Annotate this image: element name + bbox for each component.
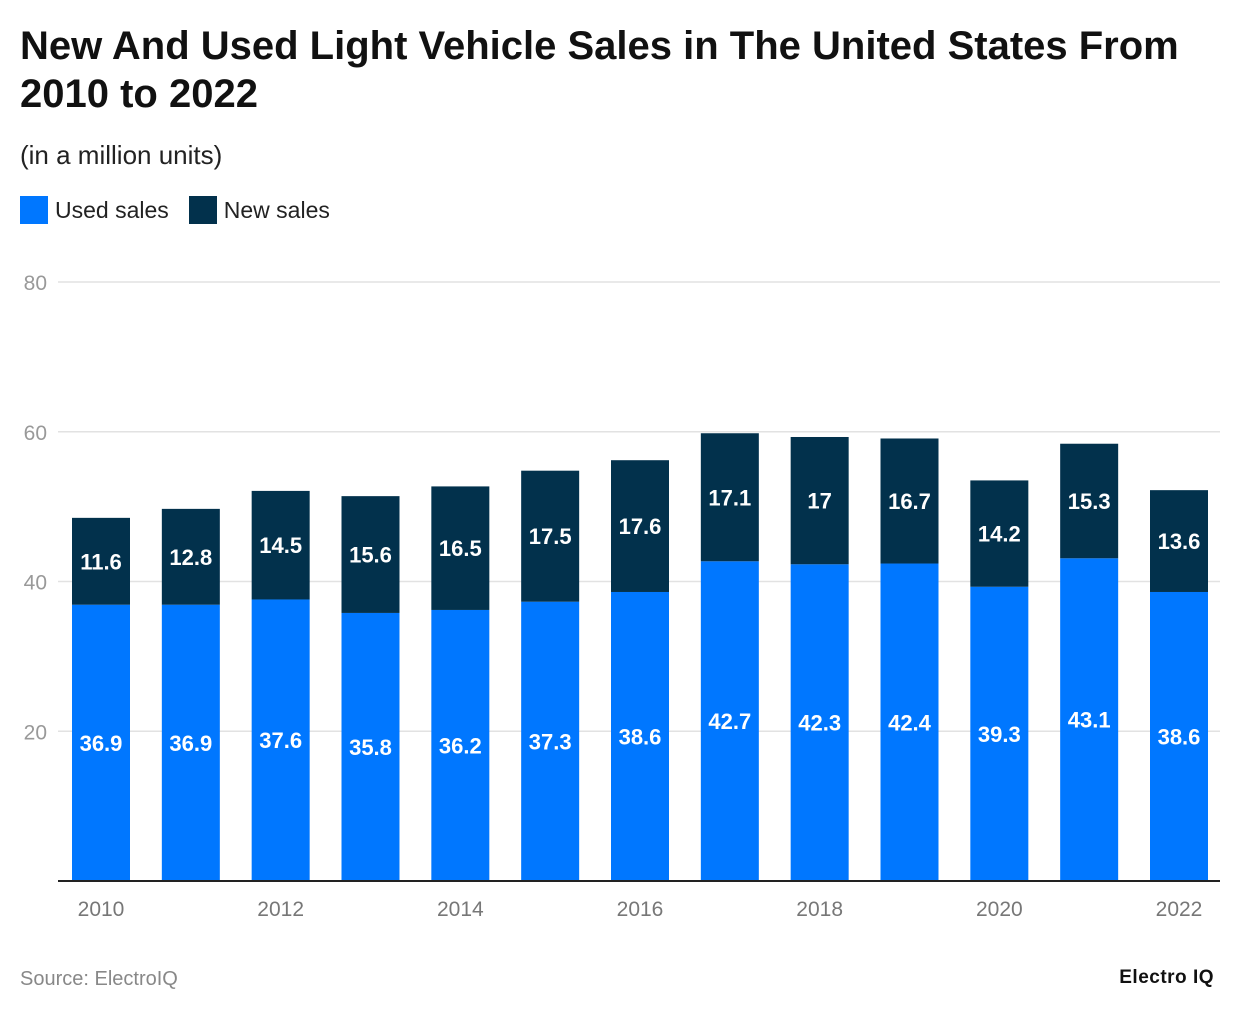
bar-new <box>1150 490 1208 592</box>
data-label-used: 38.6 <box>1158 724 1201 749</box>
data-label-used: 38.6 <box>619 724 662 749</box>
bar-used <box>611 591 669 881</box>
data-label-used: 37.3 <box>529 729 572 754</box>
bar-new <box>970 480 1029 587</box>
bar-used <box>341 612 400 881</box>
data-label-new: 14.2 <box>978 522 1021 547</box>
legend: Used sales New sales <box>20 196 330 224</box>
x-tick-label: 2010 <box>78 898 125 921</box>
bar-new <box>161 508 220 605</box>
bar-used <box>161 604 220 881</box>
legend-item-used: Used sales <box>20 196 169 224</box>
chart-title: New And Used Light Vehicle Sales in The … <box>20 24 1179 116</box>
data-label-used: 43.1 <box>1068 708 1111 733</box>
bar-used <box>72 604 130 881</box>
bar-new <box>1060 443 1119 559</box>
x-tick-label: 2022 <box>1156 898 1203 921</box>
x-tick-label: 2014 <box>437 898 484 921</box>
source-text: Source: ElectroIQ <box>20 968 178 990</box>
data-label-new: 17.1 <box>708 485 751 510</box>
bar-used <box>1150 591 1208 881</box>
data-label-new: 15.6 <box>349 543 392 568</box>
x-tick-label: 2018 <box>796 898 843 921</box>
bar-new <box>880 438 939 564</box>
y-tick-label: 80 <box>24 272 47 295</box>
bar-used <box>790 564 849 881</box>
bar-used <box>521 601 580 881</box>
bar-new <box>72 517 130 605</box>
data-label-new: 12.8 <box>169 545 212 570</box>
data-label-new: 17 <box>807 489 831 514</box>
data-label-used: 39.3 <box>978 722 1021 747</box>
data-label-used: 42.3 <box>798 711 841 736</box>
electroiq-logo: Electro IQ <box>1119 967 1214 988</box>
data-label-new: 16.5 <box>439 536 482 561</box>
bar-new <box>431 486 490 610</box>
data-label-used: 42.4 <box>888 710 932 735</box>
data-label-used: 36.9 <box>169 731 212 756</box>
legend-label-used: Used sales <box>55 196 169 223</box>
bar-used <box>1060 558 1119 881</box>
chart-subtitle: (in a million units) <box>20 140 223 170</box>
data-label-used: 36.2 <box>439 733 482 758</box>
data-label-new: 14.5 <box>259 533 302 558</box>
bar-used <box>880 563 939 881</box>
bar-new <box>700 433 759 562</box>
data-label-used: 37.6 <box>259 728 302 753</box>
x-tick-label: 2020 <box>976 898 1023 921</box>
bar-used <box>431 609 490 881</box>
data-label-used: 36.9 <box>80 731 123 756</box>
data-label-used: 42.7 <box>708 709 751 734</box>
bar-new <box>611 460 669 592</box>
y-tick-label: 20 <box>24 721 47 744</box>
legend-item-new: New sales <box>188 196 330 224</box>
bar-new <box>251 490 310 600</box>
data-label-new: 16.7 <box>888 489 931 514</box>
x-tick-label: 2016 <box>617 898 664 921</box>
bar-used <box>251 599 310 881</box>
data-label-new: 17.6 <box>619 514 662 539</box>
bar-new <box>521 470 580 602</box>
data-label-new: 11.6 <box>80 549 122 574</box>
y-tick-label: 60 <box>24 422 47 445</box>
bar-new <box>790 436 849 565</box>
bar-new <box>341 496 400 613</box>
legend-label-new: New sales <box>223 196 330 223</box>
x-tick-label: 2012 <box>257 898 304 921</box>
bar-used <box>700 561 759 881</box>
y-tick-label: 40 <box>24 572 47 595</box>
bar-used <box>970 586 1029 881</box>
legend-swatch-new <box>188 196 217 224</box>
legend-swatch-used <box>20 196 48 224</box>
data-label-new: 17.5 <box>529 524 572 549</box>
data-label-new: 15.3 <box>1068 489 1111 514</box>
data-label-new: 13.6 <box>1158 529 1201 554</box>
data-label-used: 35.8 <box>349 735 392 760</box>
